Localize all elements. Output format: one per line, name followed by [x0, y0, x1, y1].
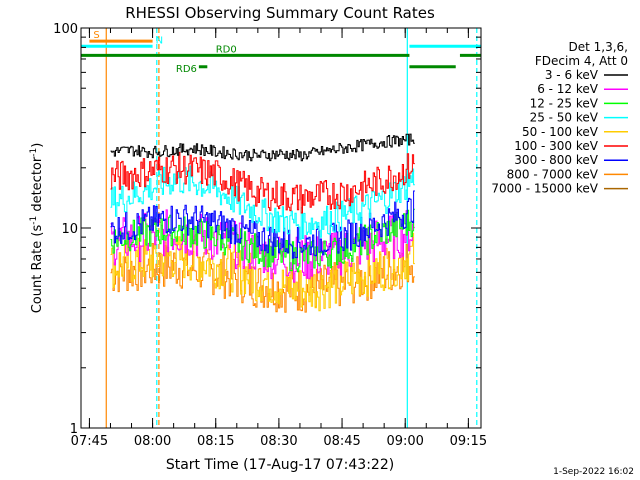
flag-label: N: [156, 35, 163, 46]
series-line: [110, 232, 415, 312]
series-line: [110, 190, 415, 259]
x-tick-label: 08:15: [197, 434, 234, 449]
legend-header-2: FDecim 4, Att 0: [535, 54, 628, 68]
x-tick-label: 08:00: [134, 434, 171, 449]
flag-label: RD0: [216, 44, 237, 55]
x-tick-label: 09:15: [450, 434, 487, 449]
flag-label: S: [93, 30, 99, 41]
legend-item-label: 12 - 25 keV: [530, 96, 599, 110]
series-line: [110, 165, 415, 240]
legend-item-label: 3 - 6 keV: [545, 68, 599, 82]
timestamp: 1-Sep-2022 16:02: [553, 467, 634, 477]
legend-item-label: 100 - 300 keV: [514, 139, 598, 153]
y-tick-label: 100: [53, 22, 78, 37]
legend-item-label: 7000 - 15000 keV: [491, 182, 598, 196]
x-tick-label: 07:45: [71, 434, 108, 449]
legend-item-label: 300 - 800 keV: [514, 153, 598, 167]
x-tick-label: 09:00: [386, 434, 423, 449]
legend-item-label: 6 - 12 keV: [537, 82, 599, 96]
chart-title: RHESSI Observing Summary Count Rates: [125, 4, 435, 22]
legend-item-label: 800 - 7000 keV: [507, 167, 599, 181]
legend-item-label: 25 - 50 keV: [530, 111, 599, 125]
x-tick-label: 08:30: [260, 434, 297, 449]
series-line: [110, 151, 415, 214]
legend-item-label: 50 - 100 keV: [522, 125, 599, 139]
x-axis-label: Start Time (17-Aug-17 07:43:22): [166, 457, 394, 473]
y-tick-label: 10: [61, 222, 78, 237]
y-tick-label: 1: [70, 422, 78, 437]
x-tick-label: 08:45: [323, 434, 360, 449]
flag-label: RD6: [176, 64, 197, 75]
series-line: [110, 133, 415, 162]
legend-header-1: Det 1,3,6,: [569, 40, 629, 54]
y-axis-label: Count Rate (s-1 detector-1): [29, 143, 45, 314]
